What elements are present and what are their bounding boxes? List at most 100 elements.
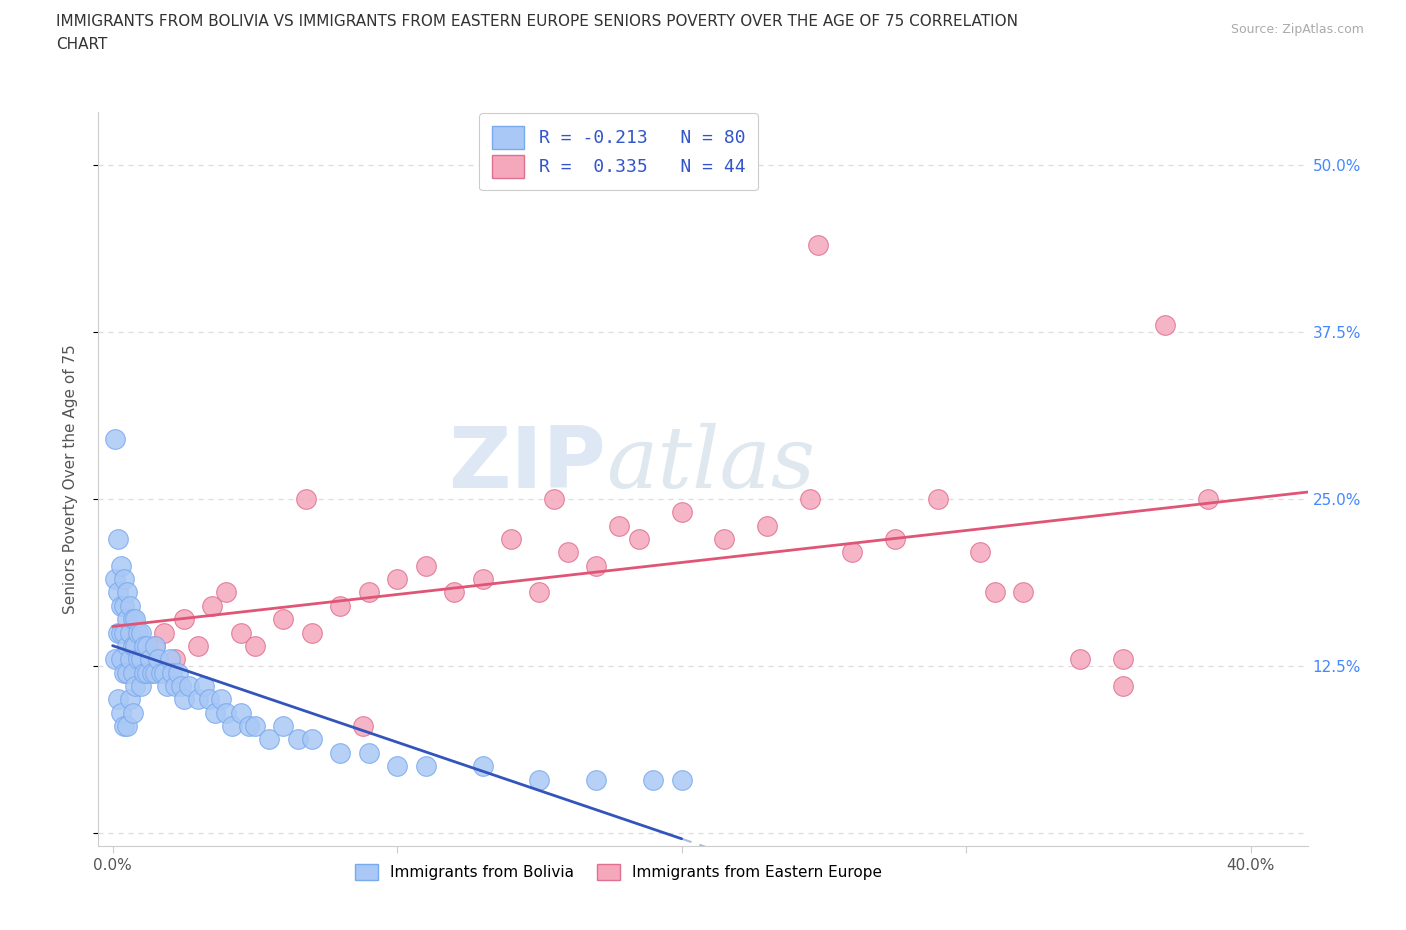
Point: [927, 492, 949, 507]
Point: [287, 732, 309, 747]
Point: [238, 719, 260, 734]
Legend: Immigrants from Bolivia, Immigrants from Eastern Europe: Immigrants from Bolivia, Immigrants from…: [349, 858, 889, 886]
Point: [557, 545, 579, 560]
Point: [138, 652, 160, 667]
Point: [107, 532, 129, 547]
Point: [121, 639, 143, 654]
Point: [187, 692, 209, 707]
Point: [104, 432, 127, 446]
Point: [118, 652, 141, 667]
Point: [107, 625, 129, 640]
Point: [110, 625, 132, 640]
Point: [112, 625, 135, 640]
Point: [1197, 492, 1219, 507]
Point: [471, 572, 494, 587]
Point: [115, 719, 138, 734]
Point: [146, 652, 169, 667]
Point: [104, 572, 127, 587]
Point: [107, 585, 129, 600]
Point: [170, 679, 193, 694]
Point: [471, 759, 494, 774]
Point: [443, 585, 465, 600]
Point: [115, 665, 138, 680]
Point: [132, 665, 155, 680]
Point: [153, 665, 176, 680]
Point: [243, 639, 266, 654]
Point: [173, 692, 195, 707]
Point: [969, 545, 991, 560]
Point: [110, 705, 132, 720]
Point: [799, 492, 821, 507]
Point: [129, 679, 152, 694]
Point: [301, 625, 323, 640]
Point: [143, 665, 166, 680]
Point: [671, 772, 693, 787]
Point: [499, 532, 522, 547]
Point: [221, 719, 243, 734]
Point: [135, 639, 157, 654]
Point: [187, 639, 209, 654]
Point: [329, 598, 352, 613]
Point: [756, 518, 779, 533]
Point: [104, 652, 127, 667]
Text: atlas: atlas: [606, 423, 815, 506]
Text: Source: ZipAtlas.com: Source: ZipAtlas.com: [1230, 23, 1364, 36]
Point: [352, 719, 374, 734]
Point: [156, 679, 179, 694]
Point: [121, 665, 143, 680]
Point: [167, 665, 190, 680]
Point: [141, 665, 163, 680]
Point: [115, 585, 138, 600]
Point: [121, 705, 143, 720]
Point: [112, 572, 135, 587]
Point: [124, 679, 146, 694]
Point: [127, 625, 149, 640]
Point: [329, 745, 352, 760]
Point: [129, 652, 152, 667]
Point: [124, 639, 146, 654]
Point: [162, 665, 184, 680]
Point: [165, 679, 187, 694]
Point: [115, 639, 138, 654]
Point: [415, 759, 437, 774]
Point: [153, 625, 176, 640]
Point: [165, 652, 187, 667]
Point: [295, 492, 318, 507]
Point: [713, 532, 735, 547]
Point: [143, 639, 166, 654]
Point: [124, 612, 146, 627]
Point: [385, 572, 408, 587]
Point: [135, 665, 157, 680]
Point: [110, 558, 132, 573]
Point: [607, 518, 630, 533]
Point: [543, 492, 565, 507]
Point: [118, 598, 141, 613]
Point: [132, 639, 155, 654]
Point: [807, 238, 830, 253]
Point: [121, 612, 143, 627]
Point: [198, 692, 221, 707]
Point: [983, 585, 1005, 600]
Point: [143, 639, 166, 654]
Point: [273, 719, 295, 734]
Point: [627, 532, 650, 547]
Point: [179, 679, 201, 694]
Point: [529, 772, 551, 787]
Point: [118, 692, 141, 707]
Point: [301, 732, 323, 747]
Point: [110, 652, 132, 667]
Point: [193, 679, 215, 694]
Point: [112, 598, 135, 613]
Point: [243, 719, 266, 734]
Point: [215, 705, 238, 720]
Point: [112, 665, 135, 680]
Point: [1111, 679, 1133, 694]
Point: [209, 692, 232, 707]
Point: [118, 625, 141, 640]
Point: [107, 692, 129, 707]
Point: [159, 652, 181, 667]
Point: [229, 705, 252, 720]
Point: [215, 585, 238, 600]
Point: [257, 732, 280, 747]
Point: [129, 625, 152, 640]
